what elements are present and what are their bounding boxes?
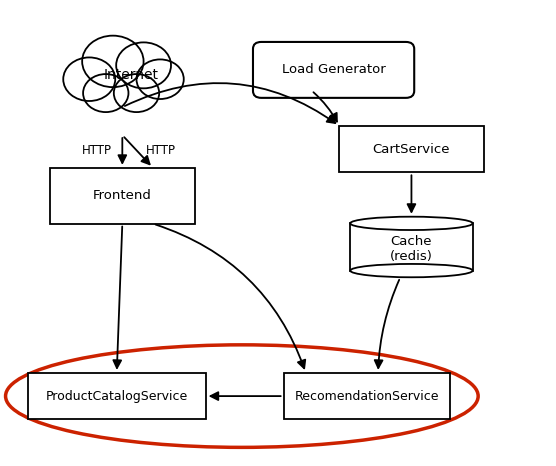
Text: Cache
(redis): Cache (redis) (390, 235, 433, 263)
FancyBboxPatch shape (50, 168, 195, 224)
Text: Load Generator: Load Generator (282, 63, 385, 76)
Polygon shape (70, 57, 175, 87)
Circle shape (114, 74, 159, 112)
Text: HTTP: HTTP (146, 144, 176, 157)
FancyBboxPatch shape (339, 126, 484, 172)
Text: Internet: Internet (103, 69, 158, 82)
Text: RecomendationService: RecomendationService (295, 390, 439, 403)
Circle shape (137, 59, 183, 99)
Circle shape (116, 42, 171, 89)
Text: ProductCatalogService: ProductCatalogService (46, 390, 188, 403)
FancyBboxPatch shape (284, 373, 450, 419)
Ellipse shape (350, 217, 473, 230)
FancyBboxPatch shape (253, 42, 414, 98)
Circle shape (82, 35, 143, 87)
Circle shape (63, 57, 115, 101)
Text: HTTP: HTTP (82, 144, 112, 157)
Polygon shape (350, 223, 473, 271)
Ellipse shape (350, 264, 473, 277)
FancyBboxPatch shape (28, 373, 206, 419)
Circle shape (83, 74, 128, 112)
Text: CartService: CartService (373, 143, 450, 156)
Text: Frontend: Frontend (93, 189, 152, 202)
